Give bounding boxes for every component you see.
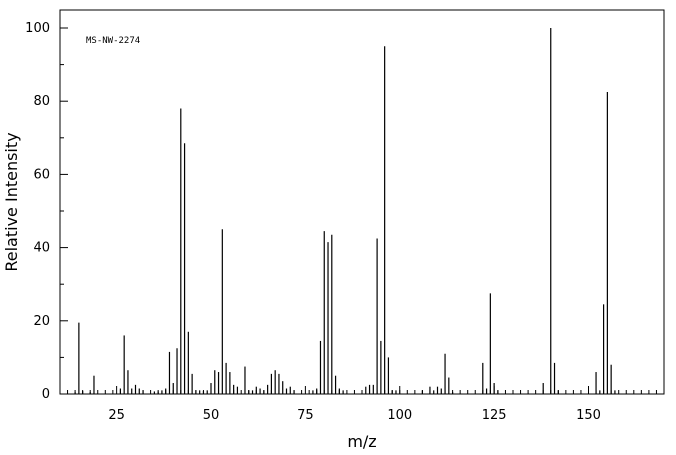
x-minor-ticks xyxy=(67,390,657,394)
y-tick-label: 0 xyxy=(42,387,50,402)
x-tick-label: 50 xyxy=(203,408,220,423)
x-axis-ticks: 25 50 75 100 125 150 xyxy=(108,386,601,423)
y-tick-label: 40 xyxy=(33,241,50,256)
y-tick-label: 100 xyxy=(25,21,50,36)
x-tick-label: 25 xyxy=(108,408,125,423)
x-tick-label: 75 xyxy=(297,408,314,423)
chart-annotation: MS-NW-2274 xyxy=(86,36,140,46)
spectrum-peaks xyxy=(74,28,616,394)
x-tick-label: 125 xyxy=(482,408,507,423)
y-axis-ticks: 0 20 40 60 80 100 xyxy=(25,21,68,402)
y-tick-label: 20 xyxy=(33,314,50,329)
x-axis-label: m/z xyxy=(347,432,376,451)
y-tick-label: 80 xyxy=(33,94,50,109)
x-tick-label: 150 xyxy=(576,408,601,423)
y-tick-label: 60 xyxy=(33,167,50,182)
y-axis-label: Relative Intensity xyxy=(2,132,21,271)
plot-frame xyxy=(59,9,665,395)
x-tick-label: 100 xyxy=(387,408,412,423)
